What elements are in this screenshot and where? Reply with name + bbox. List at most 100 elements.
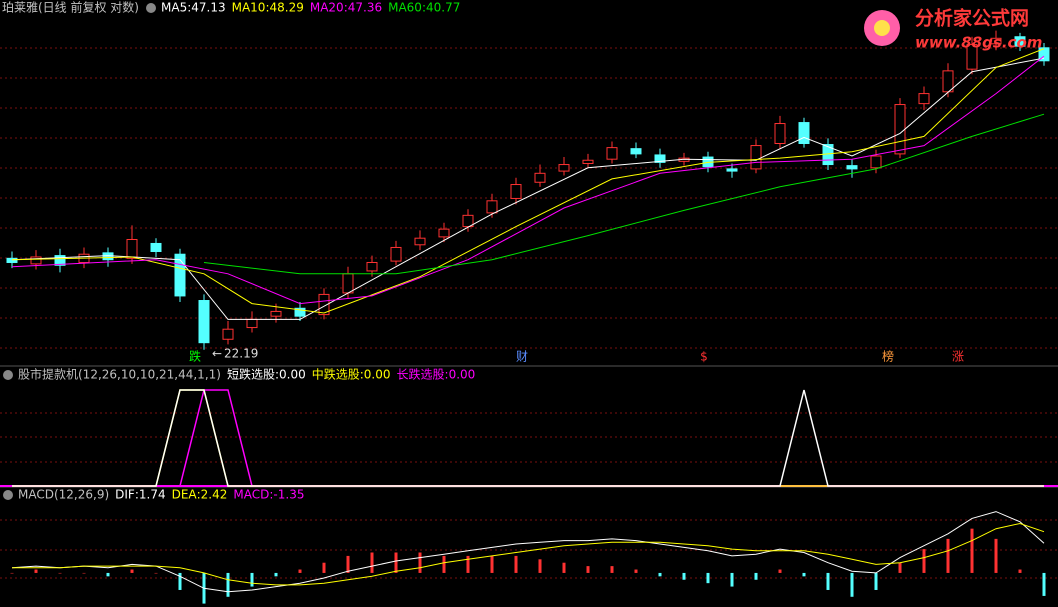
candle-body [534,172,546,183]
candle-body [366,261,378,272]
macd-bar [490,555,494,573]
candle-body [1038,47,1050,62]
legend-value: 47.13 [191,1,225,15]
candle-body [558,164,570,172]
signal-line [12,389,1044,487]
low-arrow: ← [212,346,222,360]
legend-value: 0.00 [449,368,476,382]
candle-body [1014,36,1026,47]
macd-bar [58,572,62,574]
ma-line [11,55,1045,305]
macd-bar [466,555,470,573]
menu-icon [146,3,156,13]
legend-sep: : [360,368,364,382]
ma-line [11,57,1045,320]
watermark-title: 分析家公式网 [915,7,1029,30]
macd-bar [154,572,158,574]
macd-bar [226,572,230,597]
candle-body [174,253,186,297]
macd-bar [418,552,422,573]
candle-body [846,165,858,170]
candle-body [318,293,330,316]
macd-bar [322,562,326,573]
macd-bar [778,569,782,573]
candle-body [198,300,210,344]
candle-body [966,44,978,70]
candle-body [54,255,66,266]
ma-line [203,113,1045,275]
legend-name: MA60 [388,1,422,15]
signal-line [12,389,1044,487]
menu-icon [3,490,13,500]
candle-body [126,239,138,259]
macd-bar [754,572,758,580]
candle-body [726,168,738,172]
macd-bar [34,569,38,573]
candle-body [918,93,930,105]
candle-body [462,214,474,228]
macd-bar [874,572,878,590]
candle-body [342,273,354,294]
candle-body [870,155,882,169]
event-marker: 跌 [189,349,201,364]
candle-body [486,200,498,214]
candle-body [270,310,282,317]
candle-body [150,242,162,253]
panel-title: MACD(12,26,9) [18,488,109,502]
macd-bar [370,552,374,573]
legend-value: 40.77 [426,1,460,15]
macd-bar [706,572,710,584]
legend-name: 短跌选股 [227,367,275,382]
macd-bar [538,559,542,573]
candle-body [438,228,450,238]
legend-value: 0.00 [364,368,391,382]
legend-name: DEA [172,488,198,502]
legend-sep: : [344,1,348,15]
macd-bar [130,569,134,573]
macd-line [11,511,1045,593]
macd-bar [994,538,998,573]
macd-bar [562,562,566,573]
legend-value: -1.35 [273,488,304,502]
event-marker: 涨 [952,349,964,364]
candle-body [6,257,18,263]
legend-name: 长跌选股 [397,367,445,382]
candle-body [630,148,642,155]
macd-bar [922,549,926,573]
event-marker: 财 [516,350,528,364]
candle-body [246,318,258,329]
macd-bar [802,572,806,577]
watermark-url: www.88gs.com [915,34,1042,52]
candle-body [582,159,594,164]
legend-value: 47.36 [348,1,382,15]
legend-sep: : [197,488,201,502]
legend-sep: : [135,488,139,502]
macd-bar [298,569,302,573]
chart-title: 珀莱雅(日线 前复权 对数) [2,0,139,15]
legend-name: MA10 [232,1,266,15]
candle-body [294,307,306,317]
macd-bar [442,555,446,573]
ma-line [11,48,1045,314]
macd-bar [730,572,734,587]
legend-sep: : [187,1,191,15]
legend-value: 2.42 [201,488,228,502]
macd-bar [826,572,830,590]
legend-sep: : [269,488,273,502]
macd-bar [346,555,350,573]
legend-sep: : [275,368,279,382]
macd-line [12,522,1045,586]
legend-value: 1.74 [139,488,166,502]
legend-name: MA20 [310,1,344,15]
candle-body [390,246,402,262]
legend-name: MA5 [161,1,187,15]
macd-bar [898,562,902,573]
macd-bar [586,566,590,573]
legend-sep: : [445,368,449,382]
candle-body [222,328,234,340]
legend-value: 48.29 [270,1,304,15]
candle-body [774,123,786,145]
macd-bar [1042,572,1046,596]
watermark: 分析家公式网 www.88gs.com [864,7,1042,52]
